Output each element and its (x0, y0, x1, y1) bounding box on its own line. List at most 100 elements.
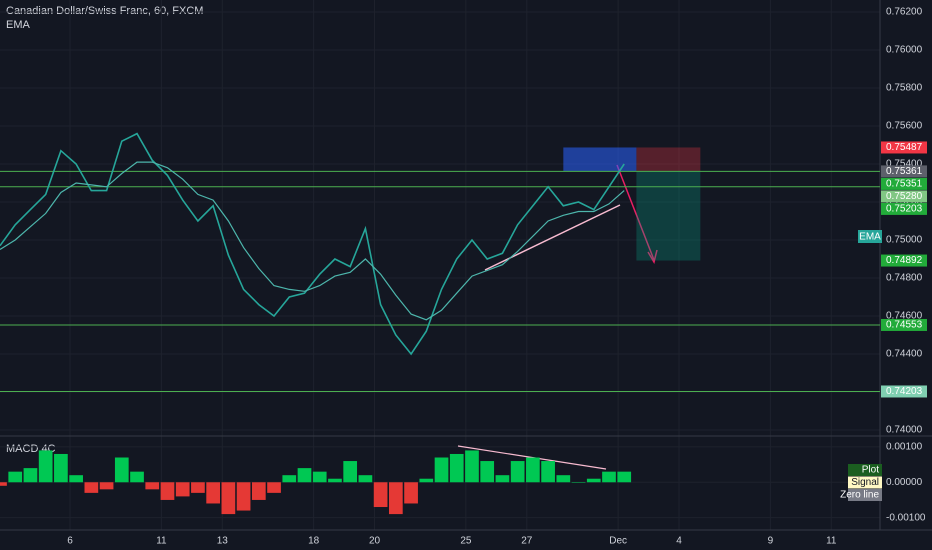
macd-bar (23, 468, 38, 483)
macd-bar (480, 461, 495, 483)
macd-bar (541, 461, 555, 483)
divergence-line (457, 445, 607, 470)
x-tick-label: 13 (217, 536, 229, 547)
macd-bar (571, 482, 586, 483)
y-tick-label: 0.75600 (886, 121, 923, 132)
y-tick-label: 0.74800 (886, 273, 923, 284)
macd-tick-label: 0.00000 (886, 477, 923, 488)
chart-title: Canadian Dollar/Swiss Franc, 60, FXCM (6, 5, 203, 17)
y-tick-label: 0.76000 (886, 45, 923, 56)
macd-bar (130, 471, 144, 483)
price-label: 0.74553 (886, 320, 923, 331)
macd-bar (419, 478, 434, 483)
macd-bar (69, 475, 83, 483)
price-label: 0.75487 (886, 142, 923, 153)
macd-bar (465, 450, 479, 483)
y-tick-label: 0.74000 (886, 425, 923, 436)
macd-bar (602, 471, 616, 483)
x-tick-label: 11 (156, 536, 167, 547)
ema-tag-label: EMA (859, 232, 881, 243)
macd-bar (373, 482, 388, 508)
macd-bar (404, 482, 418, 504)
macd-bar (297, 468, 312, 483)
price-label-bg (881, 318, 927, 331)
price-label-bg (881, 202, 927, 215)
stop-zone (636, 147, 701, 172)
price-label-bg (881, 254, 927, 267)
y-tick-label: 0.76200 (886, 7, 923, 18)
macd-bar (251, 482, 266, 500)
price-label-bg (881, 177, 927, 190)
macd-bar (84, 482, 99, 493)
macd-bar (160, 482, 175, 500)
macd-bar (114, 457, 129, 483)
price-label-bg (881, 165, 927, 178)
x-tick-label: 27 (521, 536, 533, 547)
macd-bar (282, 475, 297, 483)
price-label: 0.75203 (886, 204, 923, 215)
x-tick-label: 25 (460, 536, 472, 547)
y-tick-label: 0.75400 (886, 159, 923, 170)
price-label-bg (881, 141, 927, 154)
macd-bar (0, 482, 7, 486)
trend-line (484, 204, 621, 271)
macd-tick-label: 0.00100 (886, 442, 923, 453)
arrow (616, 164, 655, 261)
x-tick-label: 4 (676, 536, 682, 547)
macd-bar (312, 471, 327, 483)
macd-bar (206, 482, 220, 504)
arrow-head (647, 249, 658, 264)
x-tick-label: 20 (369, 536, 381, 547)
macd-bar (175, 482, 190, 497)
macd-bar (54, 453, 68, 483)
legend-label: Signal (851, 477, 879, 488)
x-tick-label: 18 (308, 536, 320, 547)
macd-bar (358, 475, 373, 483)
price-label: 0.74203 (886, 386, 923, 397)
macd-bar (236, 482, 251, 511)
macd-bar (495, 475, 510, 483)
macd-bar (99, 482, 114, 490)
x-tick-label: 11 (826, 536, 837, 547)
rectangle (563, 147, 637, 172)
x-tick-label: 6 (67, 536, 73, 547)
macd-bar (145, 482, 160, 490)
y-tick-label: 0.74400 (886, 349, 923, 360)
macd-bar (328, 478, 342, 483)
macd-bar (556, 475, 571, 483)
legend-bg (848, 489, 882, 501)
series-line (0, 132, 625, 356)
macd-bar (8, 471, 23, 483)
macd-bar (510, 461, 525, 483)
indicator-label: EMA (6, 19, 31, 31)
x-tick-label: Dec (609, 536, 627, 547)
ema-tag (858, 230, 882, 243)
y-tick-label: 0.74600 (886, 311, 923, 322)
price-label-bg (881, 385, 927, 398)
macd-bar (388, 482, 403, 515)
x-tick-label: 9 (768, 536, 774, 547)
price-label-bg (881, 190, 927, 203)
y-tick-label: 0.75800 (886, 83, 923, 94)
price-label: 0.75351 (886, 179, 923, 190)
macd-bar (267, 482, 281, 493)
legend-bg (848, 476, 882, 489)
macd-bar (343, 461, 358, 483)
macd-tick-label: -0.00100 (886, 512, 926, 523)
series-line (0, 161, 625, 321)
legend-label: Plot (862, 465, 879, 476)
macd-bar (191, 482, 205, 493)
macd-bar (617, 471, 632, 483)
y-tick-label: 0.75000 (886, 235, 923, 246)
macd-bar (449, 453, 464, 483)
macd-bar (526, 457, 540, 483)
macd-bar (221, 482, 236, 515)
macd-bar (586, 478, 601, 483)
price-label: 0.75361 (886, 166, 923, 177)
target-zone (636, 171, 701, 261)
macd-bar (434, 457, 449, 483)
price-label: 0.74892 (886, 255, 923, 266)
price-label: 0.75280 (886, 191, 923, 202)
legend-label: Zero line (840, 490, 879, 501)
